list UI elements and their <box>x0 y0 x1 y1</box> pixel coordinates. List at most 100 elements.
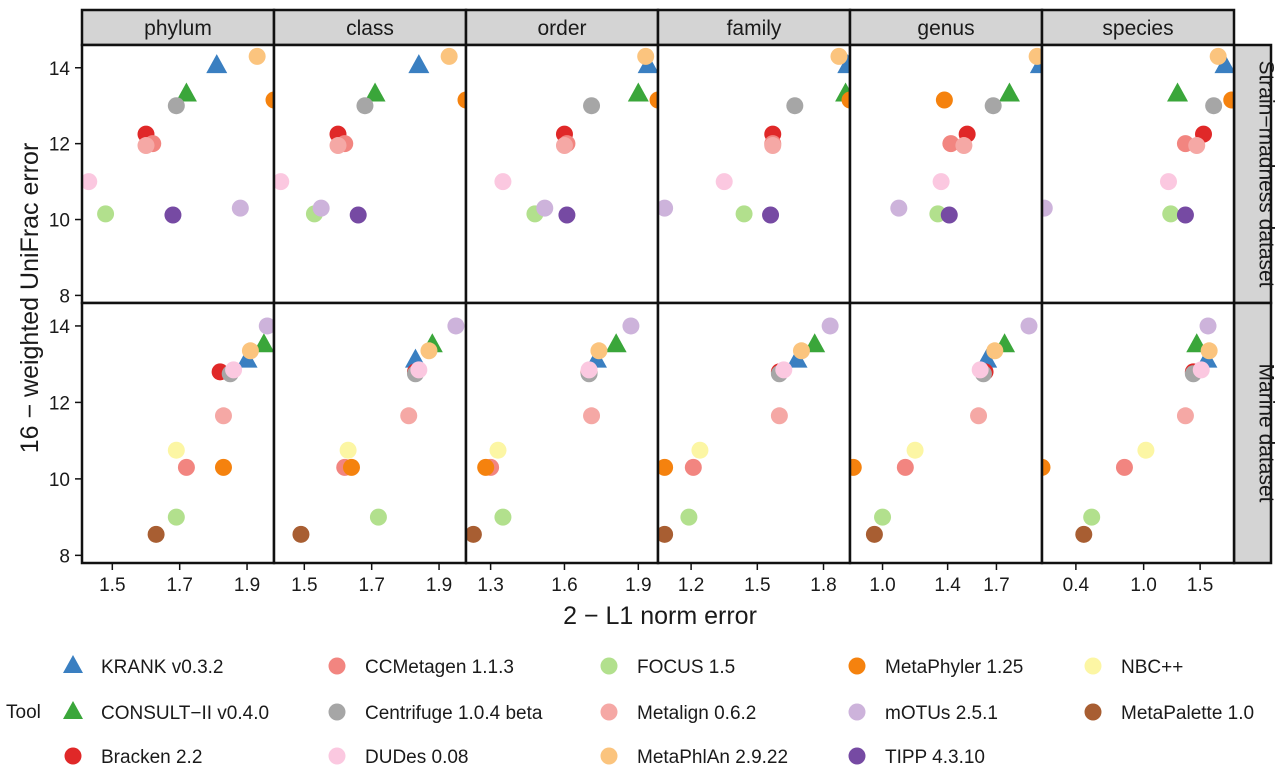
point-dudes-0-08 <box>715 173 733 191</box>
point-motus-2-5-1 <box>1020 317 1038 335</box>
point-metalign-0-6-2 <box>555 137 573 155</box>
point-metaphlan-2-9-22 <box>792 342 810 360</box>
point-nbc- <box>167 441 185 459</box>
y-tick-label: 10 <box>49 211 70 232</box>
panel-class-0 <box>272 43 468 305</box>
point-ccmetagen-1-1-3 <box>684 458 702 476</box>
legend-key-circle <box>848 747 866 765</box>
point-metaphlan-2-9-22 <box>1200 342 1218 360</box>
point-metalign-0-6-2 <box>400 407 418 425</box>
y-tick-label: 8 <box>59 286 70 307</box>
point-krank-v0-3-2 <box>206 54 228 74</box>
x-tick-label: 1.0 <box>869 575 895 596</box>
strip-label-class: class <box>346 17 394 40</box>
point-ccmetagen-1-1-3 <box>896 458 914 476</box>
point-tipp-4-3-10 <box>940 206 958 224</box>
strip-label-genus: genus <box>917 17 974 40</box>
point-centrifuge-1-0-4-beta <box>1205 97 1223 115</box>
point-motus-2-5-1 <box>312 199 330 217</box>
legend-key-circle <box>848 703 866 721</box>
point-tipp-4-3-10 <box>1176 206 1194 224</box>
x-tick-label: 1.7 <box>983 575 1009 596</box>
point-consult-ii-v0-4-0 <box>253 333 274 353</box>
legend-key-circle <box>328 657 346 675</box>
point-motus-2-5-1 <box>1042 199 1053 217</box>
y-tick-label: 10 <box>49 470 70 491</box>
point-metaphyler-1-25 <box>935 91 953 109</box>
x-tick-label: 1.0 <box>1130 575 1156 596</box>
x-tick-label: 1.7 <box>166 575 192 596</box>
x-tick-label: 1.9 <box>234 575 260 596</box>
x-tick-label: 0.4 <box>1063 575 1090 596</box>
point-metapalette-1-0 <box>147 525 165 543</box>
point-centrifuge-1-0-4-beta <box>167 97 185 115</box>
strip-label-phylum: phylum <box>144 17 212 40</box>
point-motus-2-5-1 <box>658 199 674 217</box>
point-consult-ii-v0-4-0 <box>627 82 649 102</box>
point-metaphyler-1-25 <box>477 458 495 476</box>
point-nbc- <box>906 441 924 459</box>
point-consult-ii-v0-4-0 <box>605 333 627 353</box>
point-metalign-0-6-2 <box>329 137 347 155</box>
points <box>494 47 658 224</box>
legend-label: DUDes 0.08 <box>365 747 469 768</box>
point-nbc- <box>691 441 709 459</box>
point-focus-1-5 <box>369 508 387 526</box>
point-dudes-0-08 <box>410 361 428 379</box>
point-focus-1-5 <box>735 205 753 223</box>
y-tick-label: 12 <box>49 135 70 156</box>
point-metaphlan-2-9-22 <box>637 47 655 65</box>
legend-item-motus-2-5-1: mOTUs 2.5.1 <box>848 703 998 724</box>
legend-label: Bracken 2.2 <box>101 747 202 768</box>
panel-bg <box>1042 303 1234 563</box>
point-centrifuge-1-0-4-beta <box>984 97 1002 115</box>
point-metaphlan-2-9-22 <box>241 342 259 360</box>
strip-label-family: family <box>727 17 782 40</box>
point-metapalette-1-0 <box>1075 525 1093 543</box>
legend-label: FOCUS 1.5 <box>637 657 735 678</box>
strip-species <box>1040 8 1236 47</box>
point-krank-v0-3-2 <box>786 348 808 368</box>
y-tick-label: 14 <box>49 59 71 80</box>
panel-bg <box>850 45 1042 303</box>
points <box>82 47 274 224</box>
legend-label: Metalign 0.6.2 <box>637 703 756 724</box>
point-focus-1-5 <box>494 508 512 526</box>
point-motus-2-5-1 <box>447 317 465 335</box>
point-centrifuge-1-0-4-beta <box>583 97 601 115</box>
point-metapalette-1-0 <box>658 525 674 543</box>
point-motus-2-5-1 <box>821 317 839 335</box>
legend-label: KRANK v0.3.2 <box>101 657 224 678</box>
point-motus-2-5-1 <box>258 317 274 335</box>
point-dudes-0-08 <box>1192 361 1210 379</box>
point-dudes-0-08 <box>971 361 989 379</box>
legend-item-centrifuge-1-0-4-beta: Centrifuge 1.0.4 beta <box>328 703 543 724</box>
strip-genus <box>848 8 1044 47</box>
point-metaphyler-1-25 <box>649 91 658 109</box>
point-nbc- <box>339 441 357 459</box>
point-metaphlan-2-9-22 <box>590 342 608 360</box>
legend-item-metaphyler-1-25: MetaPhyler 1.25 <box>848 657 1023 678</box>
y-axis-title: 16 − weighted UniFrac error <box>16 143 44 454</box>
point-metapalette-1-0 <box>292 525 310 543</box>
x-tick-label: 1.2 <box>678 575 704 596</box>
point-consult-ii-v0-4-0 <box>1167 82 1189 102</box>
point-metaphyler-1-25 <box>342 458 360 476</box>
point-centrifuge-1-0-4-beta <box>356 97 374 115</box>
legend-key-circle <box>328 703 346 721</box>
legend-label: mOTUs 2.5.1 <box>885 703 998 724</box>
point-tipp-4-3-10 <box>762 206 780 224</box>
panel-bg <box>658 45 850 303</box>
legend-key-circle <box>1084 657 1102 675</box>
legend-item-tipp-4-3-10: TIPP 4.3.10 <box>848 747 985 768</box>
point-metaphyler-1-25 <box>1223 91 1234 109</box>
point-metaphyler-1-25 <box>658 458 674 476</box>
panel-class-1 <box>272 301 468 565</box>
point-focus-1-5 <box>167 508 185 526</box>
panel-genus-1 <box>848 301 1044 565</box>
point-metaphlan-2-9-22 <box>1209 47 1227 65</box>
point-metalign-0-6-2 <box>214 407 232 425</box>
point-dudes-0-08 <box>494 173 512 191</box>
point-consult-ii-v0-4-0 <box>175 82 197 102</box>
